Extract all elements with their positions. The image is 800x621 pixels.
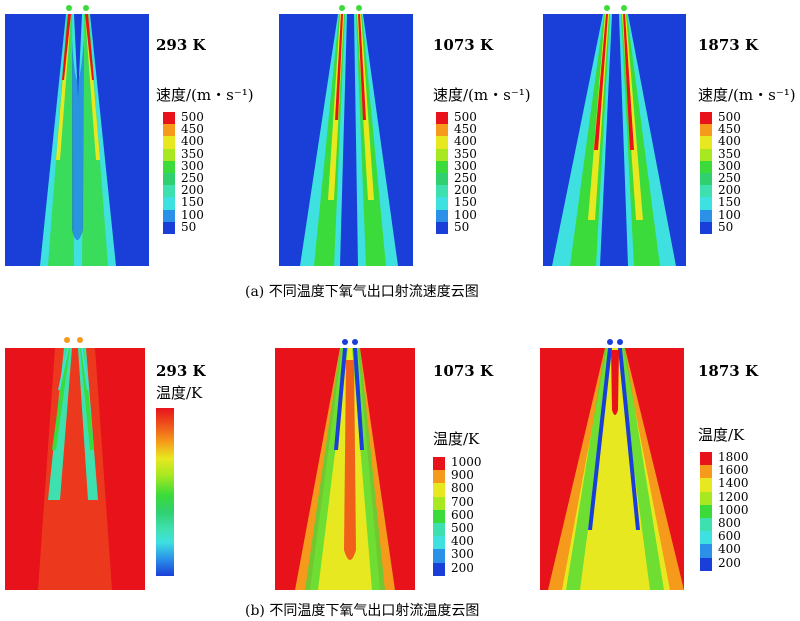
colorbar-tick: 600 <box>718 529 741 544</box>
colorbar-tick: 50 <box>718 219 734 234</box>
colorbar-tick: 1800 <box>718 450 749 464</box>
colorbar-tick: 450 <box>718 122 741 137</box>
colorbar-title-a1: 速度/(m・s⁻¹) <box>156 86 254 104</box>
colorbar-tick: 300 <box>181 158 204 173</box>
colorbar-tick: 900 <box>451 468 474 483</box>
velocity-contours <box>5 5 686 266</box>
temperature-contour-1873k <box>540 339 684 590</box>
temperature-colorbar-b1 <box>156 408 174 576</box>
temperature-label-b2: 1073 K <box>433 362 494 380</box>
colorbar-tick: 100 <box>181 207 204 222</box>
temperature-label-b3: 1873 K <box>698 362 759 380</box>
colorbar-tick: 200 <box>181 183 204 198</box>
colorbar-tick: 200 <box>454 183 477 198</box>
temperature-label-a1: 293 K <box>156 36 206 54</box>
colorbar-title-a2: 速度/(m・s⁻¹) <box>433 86 531 104</box>
colorbar-tick: 400 <box>718 542 741 557</box>
colorbar-tick: 100 <box>718 207 741 222</box>
caption-a: (a) 不同温度下氧气出口射流速度云图 <box>245 284 479 300</box>
caption-b: (b) 不同温度下氧气出口射流温度云图 <box>245 603 480 619</box>
colorbar-tick: 250 <box>181 170 204 185</box>
colorbar-tick: 450 <box>181 122 204 137</box>
colorbar-title-b1: 温度/K <box>156 384 203 402</box>
velocity-contour-1873k <box>543 5 686 266</box>
temperature-label-b1: 293 K <box>156 362 206 380</box>
colorbar-tick: 350 <box>181 146 204 161</box>
colorbar-tick: 300 <box>718 158 741 173</box>
colorbar-tick: 250 <box>718 170 741 185</box>
temperature-label-a3: 1873 K <box>698 36 759 54</box>
colorbar-tick: 500 <box>181 110 204 124</box>
colorbar-tick: 350 <box>718 146 741 161</box>
colorbar-title-a3: 速度/(m・s⁻¹) <box>698 86 796 104</box>
colorbar-tick: 500 <box>451 520 474 535</box>
colorbar-tick: 50 <box>181 219 197 234</box>
colorbar-tick: 400 <box>181 134 204 149</box>
colorbar-title-b3: 温度/K <box>698 426 745 444</box>
colorbar-tick: 100 <box>454 207 477 222</box>
colorbar-tick: 700 <box>451 494 474 509</box>
colorbar-tick: 800 <box>451 481 474 496</box>
colorbar-tick: 300 <box>451 547 474 562</box>
colorbar-tick: 1000 <box>718 502 749 517</box>
colorbar-tick: 500 <box>718 110 741 124</box>
colorbar-tick: 400 <box>454 134 477 149</box>
colorbar-tick: 150 <box>718 195 741 210</box>
temperature-contour-1073k <box>275 339 415 590</box>
colorbar-tick: 300 <box>454 158 477 173</box>
temperature-contours <box>5 337 684 590</box>
colorbar-tick: 500 <box>454 110 477 124</box>
velocity-contour-293k <box>5 5 149 266</box>
colorbar-tick: 350 <box>454 146 477 161</box>
colorbar-tick: 400 <box>718 134 741 149</box>
colorbar-tick: 250 <box>454 170 477 185</box>
colorbar-title-b2: 温度/K <box>433 430 480 448</box>
velocity-contour-1073k <box>279 5 413 266</box>
colorbar-tick: 1400 <box>718 476 749 491</box>
colorbar-tick: 150 <box>454 195 477 210</box>
colorbar-tick: 400 <box>451 534 474 549</box>
colorbar-tick: 600 <box>451 507 474 522</box>
colorbar-tick: 50 <box>454 219 470 234</box>
colorbar-tick: 800 <box>718 515 741 530</box>
temperature-contour-293k <box>5 337 145 590</box>
colorbar-tick: 200 <box>451 560 474 575</box>
colorbar-tick: 1600 <box>718 463 749 478</box>
colorbar-tick: 1200 <box>718 489 749 504</box>
colorbar-tick: 150 <box>181 195 204 210</box>
colorbar-tick: 450 <box>454 122 477 137</box>
colorbar-tick: 1000 <box>451 455 482 469</box>
colorbar-tick: 200 <box>718 555 741 570</box>
colorbar-tick: 200 <box>718 183 741 198</box>
temperature-label-a2: 1073 K <box>433 36 494 54</box>
